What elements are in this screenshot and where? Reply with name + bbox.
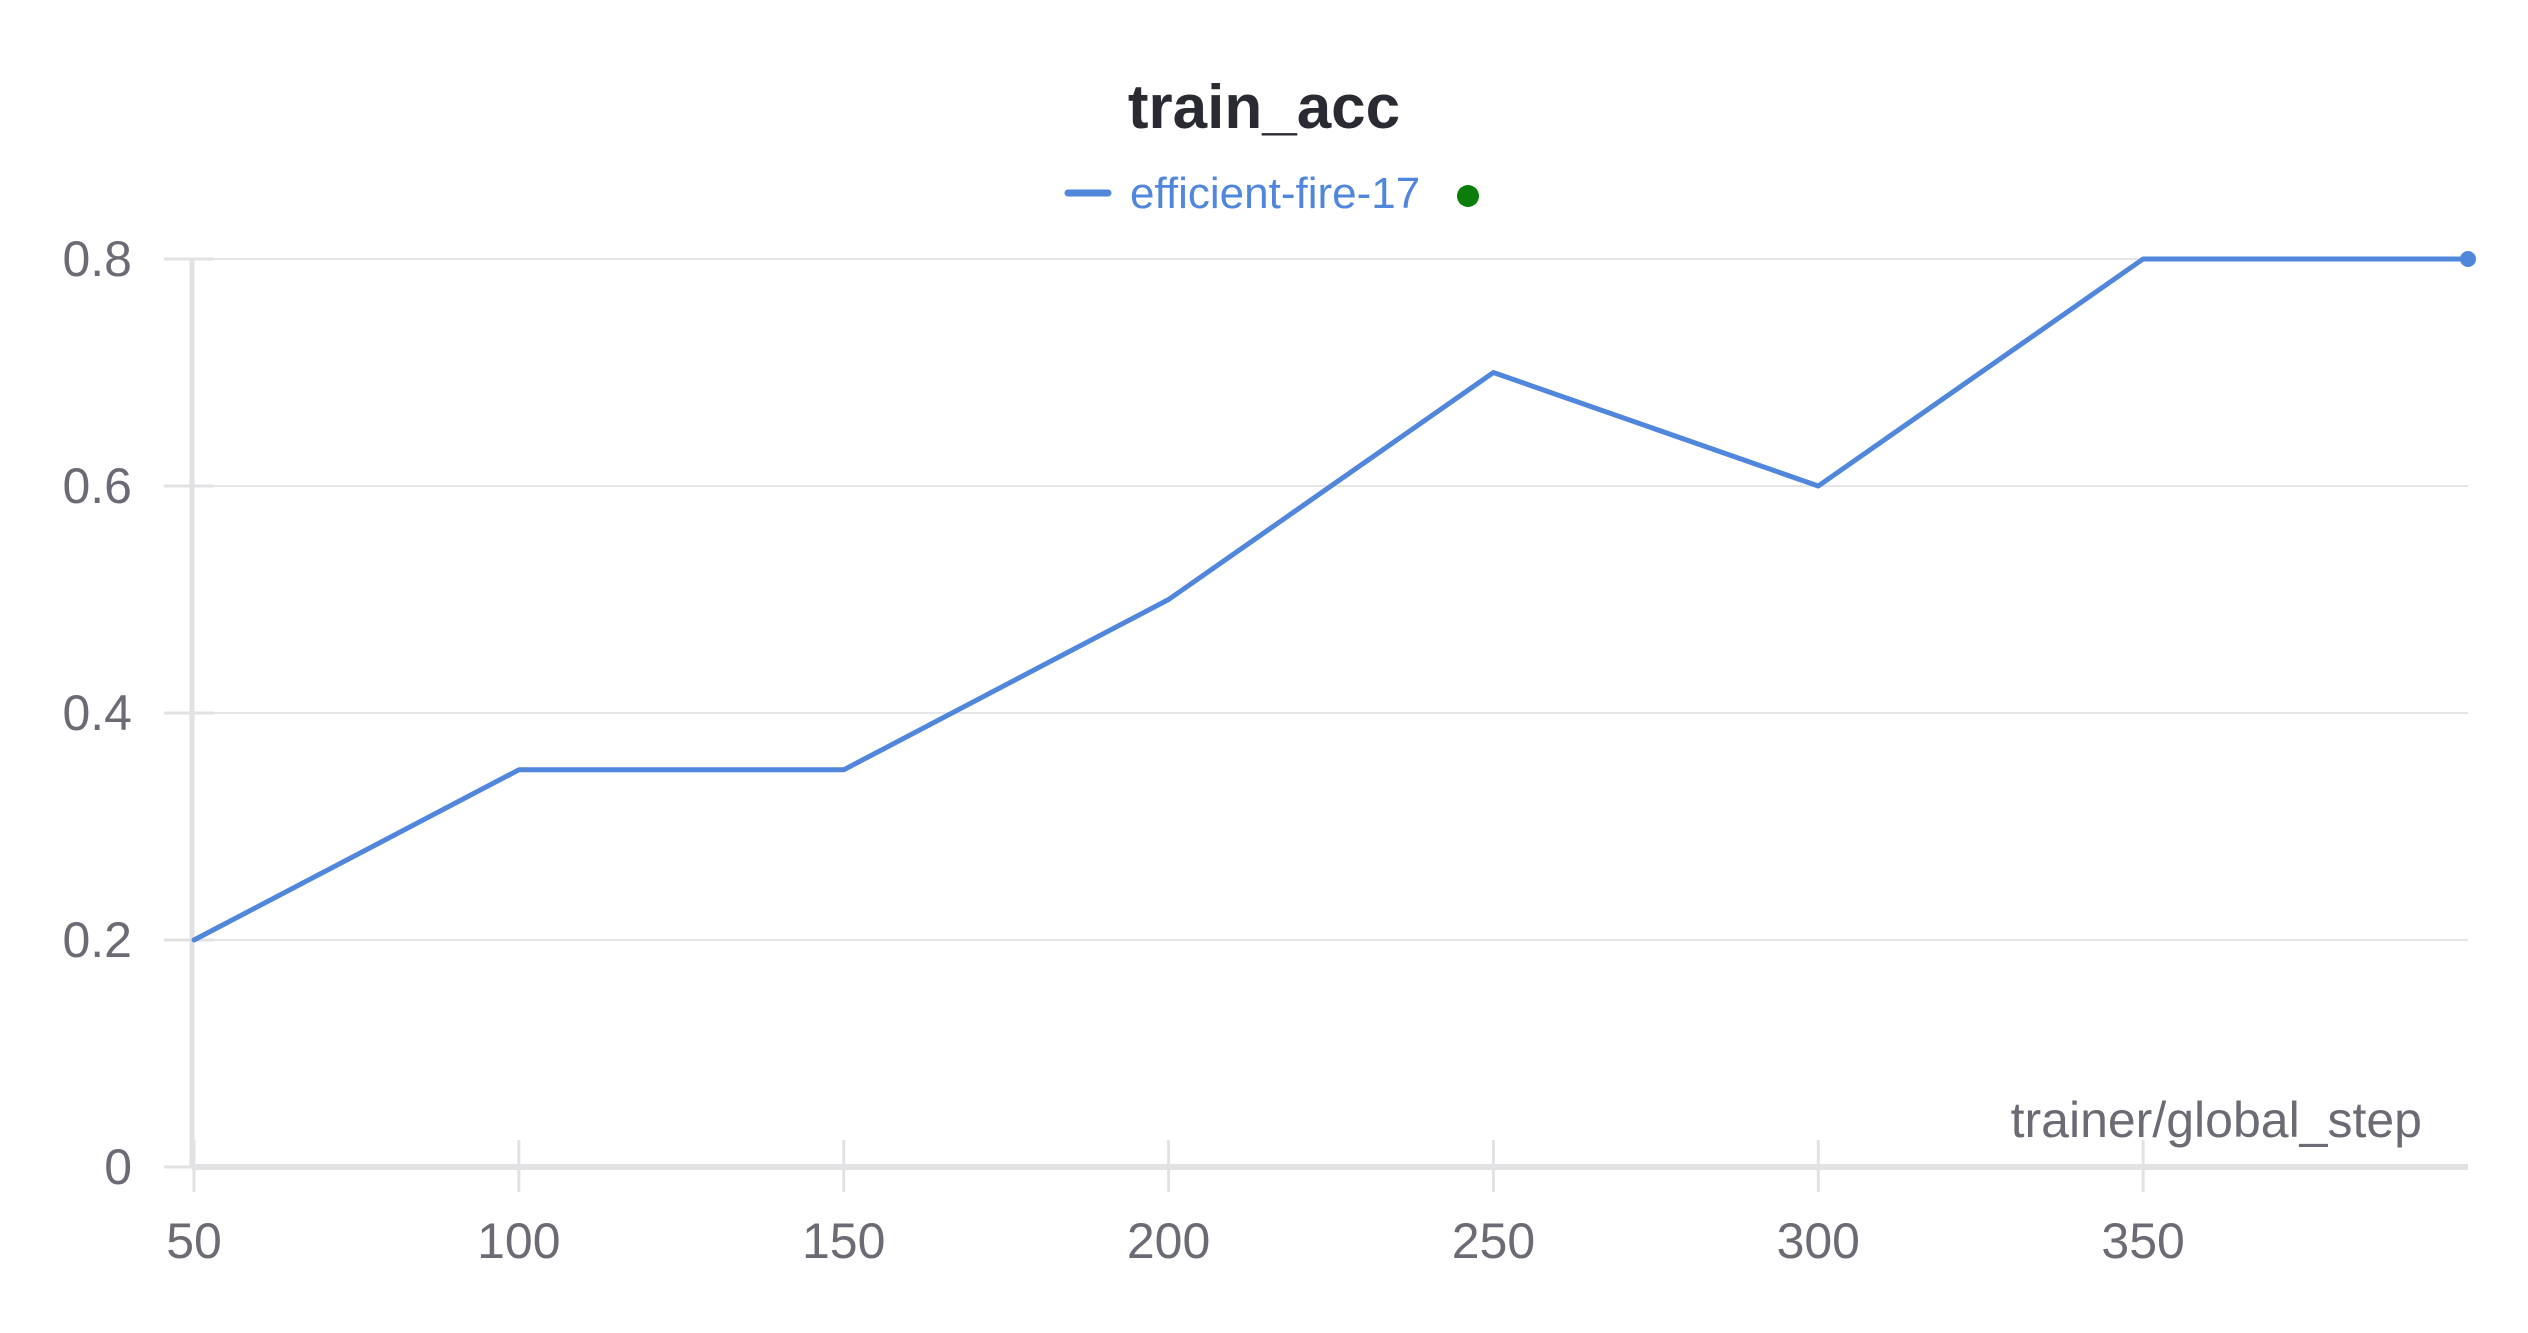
run-status-dot	[1457, 185, 1479, 207]
tick-labels: 0 0.2 0.4 0.6 0.8 50 100 150 200 250 300 350	[62, 231, 2184, 1269]
legend-label[interactable]: efficient-fire-17	[1130, 169, 1420, 218]
x-tick-label: 200	[1127, 1213, 1210, 1269]
y-tick-label: 0	[104, 1139, 132, 1195]
series-line[interactable]	[191, 256, 2471, 943]
y-tick-label: 0.6	[62, 458, 132, 514]
y-tick-label: 0.2	[62, 912, 132, 968]
x-tick-label: 350	[2101, 1213, 2184, 1269]
x-tick-label: 150	[802, 1213, 885, 1269]
y-tick-label: 0.4	[62, 685, 132, 741]
legend[interactable]: efficient-fire-17	[1064, 169, 1479, 218]
y-tick-label: 0.8	[62, 231, 132, 287]
x-tick-label: 100	[477, 1213, 560, 1269]
x-tick-label: 300	[1777, 1213, 1860, 1269]
x-axis-title: trainer/global_step	[2011, 1092, 2422, 1148]
grid-layer	[194, 258, 2468, 941]
axes	[164, 257, 2468, 1192]
series-layer[interactable]	[191, 251, 2476, 943]
chart-title: train_acc	[1128, 73, 1400, 142]
x-tick-label: 250	[1452, 1213, 1535, 1269]
series-end-point	[2460, 251, 2476, 267]
x-tick-label: 50	[166, 1213, 222, 1269]
